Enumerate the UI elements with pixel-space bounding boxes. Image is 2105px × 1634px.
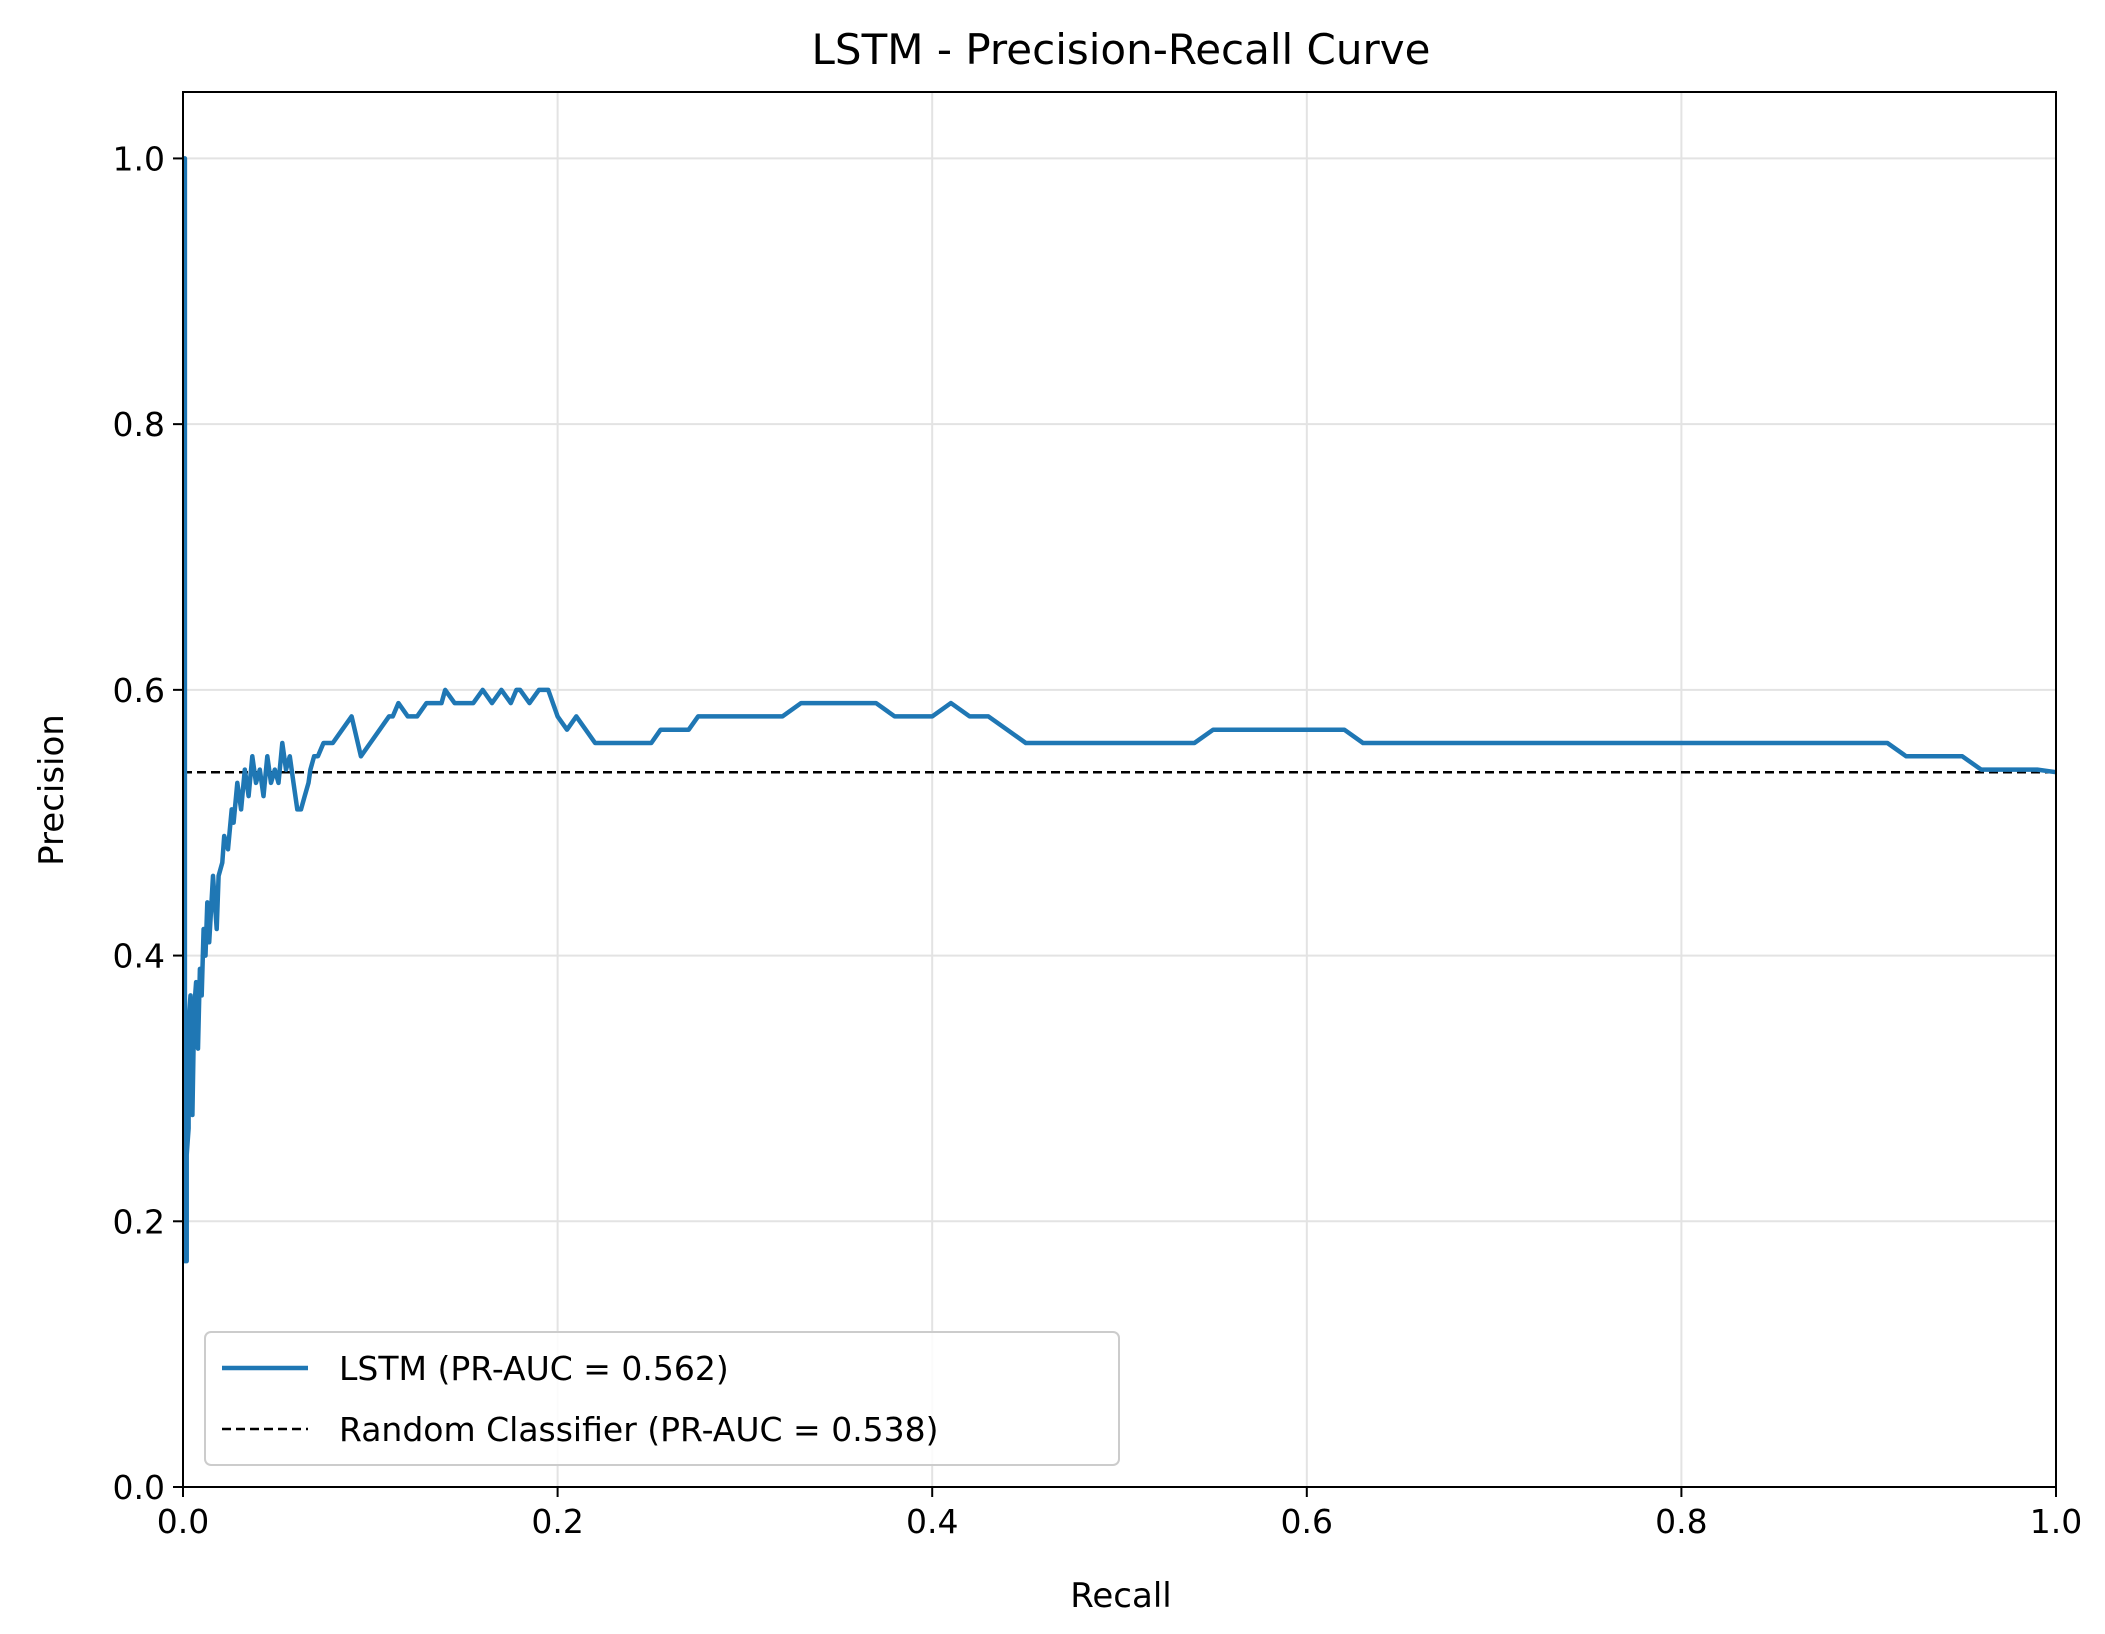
y-tick-label-0: 0.0 [113, 1468, 165, 1507]
y-axis-ticks: 0.0 0.2 0.4 0.6 0.8 1.0 [113, 139, 183, 1507]
x-tick-label-1: 0.2 [531, 1502, 583, 1541]
plot-frame [182, 91, 2057, 1488]
legend-label-lstm: LSTM (PR-AUC = 0.562) [339, 1349, 729, 1388]
x-tick-label-0: 0.0 [157, 1502, 209, 1541]
legend-box [204, 1331, 1120, 1466]
y-tick-label-4: 0.8 [113, 405, 165, 444]
x-tick-label-2: 0.4 [906, 1502, 958, 1541]
chart-title: LSTM - Precision-Recall Curve [812, 25, 1431, 74]
y-tick-label-1: 0.2 [113, 1202, 165, 1241]
x-tick-label-5: 1.0 [2030, 1502, 2082, 1541]
x-tick-label-3: 0.6 [1281, 1502, 1333, 1541]
y-tick-label-3: 0.6 [113, 671, 165, 710]
legend: LSTM (PR-AUC = 0.562) Random Classifier … [204, 1331, 1120, 1466]
y-axis-label: Precision [32, 714, 72, 866]
data-layer [182, 156, 2057, 1264]
x-tick-label-4: 0.8 [1655, 1502, 1707, 1541]
y-tick-label-5: 1.0 [113, 139, 165, 178]
x-axis-ticks: 0.0 0.2 0.4 0.6 0.8 1.0 [157, 1487, 2082, 1541]
y-tick-label-2: 0.4 [113, 937, 165, 976]
x-axis-label: Recall [1070, 1576, 1171, 1616]
legend-label-random: Random Classifier (PR-AUC = 0.538) [339, 1410, 939, 1449]
series-line-lstm [182, 156, 2057, 1264]
grid [182, 92, 2057, 1488]
